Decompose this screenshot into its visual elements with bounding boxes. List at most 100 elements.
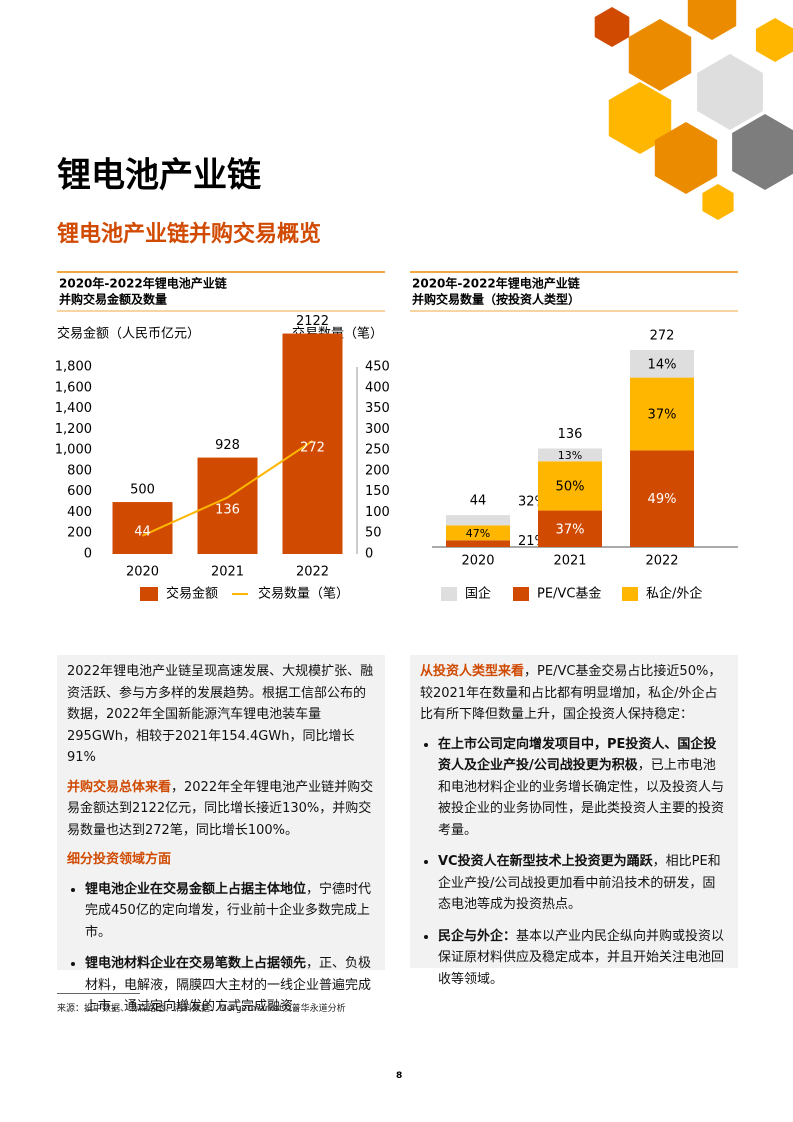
bullet: VC投资人在新型技术上投资更为踊跃，相比PE和企业产投/公司战投更加看中前沿技术… [438, 851, 728, 916]
segment-label: 47% [466, 527, 490, 540]
heading: 细分投资领域方面 [67, 852, 172, 867]
bar-value-label: 928 [215, 438, 240, 453]
bullet: 在上市公司定向增发项目中，PE投资人、国企投资人及企业产投/公司战投更为积极，已… [438, 734, 728, 842]
section-title: 锂电池产业链并购交易概览 [57, 221, 321, 247]
bullet: 锂电池材料企业在交易笔数上占据领先，正、负极材料，电解液，隔膜四大主材的一线企业… [85, 953, 375, 1018]
text: ，相比PE和企业产投/公司战投更加看中前沿技术的研发，固态电池等成为投资热点。 [438, 854, 721, 912]
bold-text: 民企与外企： [438, 928, 517, 944]
y2-tick-label: 150 [365, 484, 390, 499]
chart-title: 2020年-2022年锂电池产业链 [412, 276, 581, 291]
y-tick-label: 1,200 [55, 422, 92, 437]
segment-label: 49% [648, 492, 677, 507]
y2-tick-label: 300 [365, 422, 390, 437]
source-note: 来源：投中数据、汤森路透、清科数据、Mergermarket及普华永道分析 [57, 1004, 346, 1014]
hexagon [697, 54, 763, 130]
bar [112, 502, 173, 554]
bar-segment [630, 377, 694, 451]
bar-segment [538, 461, 602, 511]
page-title: 锂电池产业链 [57, 156, 261, 196]
text: ，2022年全年锂电池产业链并购交易金额达到2122亿元，同比增长接近130%，… [67, 779, 374, 838]
bar-segment [538, 510, 602, 547]
total-label: 272 [650, 329, 675, 344]
bar-segment [446, 540, 510, 547]
text: ，已上市电池和电池材料企业的业务增长确定性，以及投资人与被投企业的业务协同性，是… [438, 758, 725, 838]
legend-label: PE/VC基金 [537, 586, 601, 602]
legend-swatch [513, 587, 529, 601]
segment-label: 50% [556, 479, 585, 494]
bar-value-label: 500 [130, 483, 155, 498]
y-tick-label: 1,000 [55, 443, 92, 458]
x-tick-label: 2021 [211, 565, 244, 580]
y2-tick-label: 0 [365, 547, 373, 562]
y-tick-label: 1,800 [55, 360, 92, 375]
y2-tick-label: 200 [365, 463, 390, 478]
x-tick-label: 2022 [645, 554, 678, 569]
text: ，宁德时代完成450亿的定向增发，行业前十企业多数完成上市。 [85, 881, 372, 940]
bar-value-label: 2122 [296, 314, 329, 329]
x-tick-label: 2022 [296, 565, 329, 580]
text: ，正、负极材料，电解液，隔膜四大主材的一线企业普遍完成上市，通过定向增发的方式完… [85, 956, 372, 1014]
highlight: 并购交易总体来看 [67, 779, 172, 795]
hexagon [594, 7, 630, 47]
page-number: 8 [396, 1071, 403, 1081]
y2-tick-label: 50 [365, 526, 382, 541]
bar-segment [630, 450, 694, 547]
chart-title: 2020年-2022年锂电池产业链 [59, 276, 228, 291]
legend-label: 交易数量（笔） [258, 586, 349, 602]
line-value-label: 272 [300, 440, 325, 455]
legend-label: 交易金额 [166, 586, 218, 602]
bar-segment [630, 350, 694, 378]
bullet: 民企与外企：基本以产业内民企纵向并购或投资以保证原材料供应及稳定成本，并且开始关… [438, 926, 728, 991]
bar [282, 333, 343, 554]
segment-label: 14% [648, 357, 677, 372]
right-panel: 从投资人类型来看，PE/VC基金交易占比接近50%，较2021年在数量和占比都有… [410, 655, 738, 987]
paragraph: 并购交易总体来看，2022年全年锂电池产业链并购交易金额达到2122亿元，同比增… [67, 777, 375, 842]
bar-segment [446, 525, 510, 541]
left-panel: 2022年锂电池产业链呈现高速发展、大规模扩张、融资活跃、参与方多样的发展趋势。… [57, 655, 385, 1014]
y-axis-label: 交易金额（人民币亿元） [57, 326, 200, 342]
total-label: 136 [558, 427, 583, 442]
text: ，PE/VC基金交易占比接近50%，较2021年在数量和占比都有明显增加，私企/… [420, 664, 722, 722]
y-tick-label: 800 [67, 463, 92, 478]
legend-label: 私企/外企 [646, 586, 702, 602]
highlight: 从投资人类型来看 [420, 664, 525, 679]
y2-tick-label: 250 [365, 443, 390, 458]
segment-label: 13% [558, 449, 582, 462]
segment-label: 37% [648, 408, 677, 423]
bold-text: 锂电池材料企业在交易笔数上占据领先 [85, 956, 307, 971]
legend-label: 国企 [465, 586, 491, 602]
bullet: 锂电池企业在交易金额上占据主体地位，宁德时代完成450亿的定向增发，行业前十企业… [85, 879, 375, 944]
y2-tick-label: 450 [365, 360, 390, 375]
x-tick-label: 2021 [553, 554, 586, 569]
bold-text: 锂电池企业在交易金额上占据主体地位 [85, 881, 307, 897]
paragraph: 2022年锂电池产业链呈现高速发展、大规模扩张、融资活跃、参与方多样的发展趋势。… [67, 664, 374, 765]
figures: 锂电池产业链 锂电池产业链并购交易概览 2020年-2022年锂电池产业链并购交… [55, 0, 793, 602]
x-tick-label: 2020 [126, 565, 159, 580]
y2-tick-label: 350 [365, 401, 390, 416]
hexagon [702, 184, 734, 220]
y2-tick-label: 100 [365, 505, 390, 520]
chart-title: 并购交易数量（按投资人类型） [412, 292, 580, 307]
y2-tick-label: 400 [365, 380, 390, 395]
x-tick-label: 2020 [461, 554, 494, 569]
line-value-label: 44 [134, 525, 151, 540]
bullet-list: 在上市公司定向增发项目中，PE投资人、国企投资人及企业产投/公司战投更为积极，已… [420, 734, 728, 991]
hexagon [628, 19, 692, 91]
hexagon [687, 0, 737, 40]
bold-text: VC投资人在新型技术上投资更为踊跃 [438, 854, 653, 869]
y-tick-label: 600 [67, 484, 92, 499]
bullet-list: 锂电池企业在交易金额上占据主体地位，宁德时代完成450亿的定向增发，行业前十企业… [67, 879, 375, 1018]
line [142, 440, 314, 537]
y-tick-label: 1,400 [55, 401, 92, 416]
legend-swatch [140, 587, 158, 601]
total-label: 44 [470, 494, 487, 509]
y-tick-label: 200 [67, 526, 92, 541]
y-tick-label: 0 [84, 547, 92, 562]
footnote-rule [57, 993, 140, 994]
line-value-label: 136 [215, 502, 240, 517]
y-tick-label: 1,600 [55, 380, 92, 395]
hexagon [732, 114, 793, 190]
chart-title: 并购交易金额及数量 [59, 292, 167, 307]
bar-segment [446, 515, 510, 526]
